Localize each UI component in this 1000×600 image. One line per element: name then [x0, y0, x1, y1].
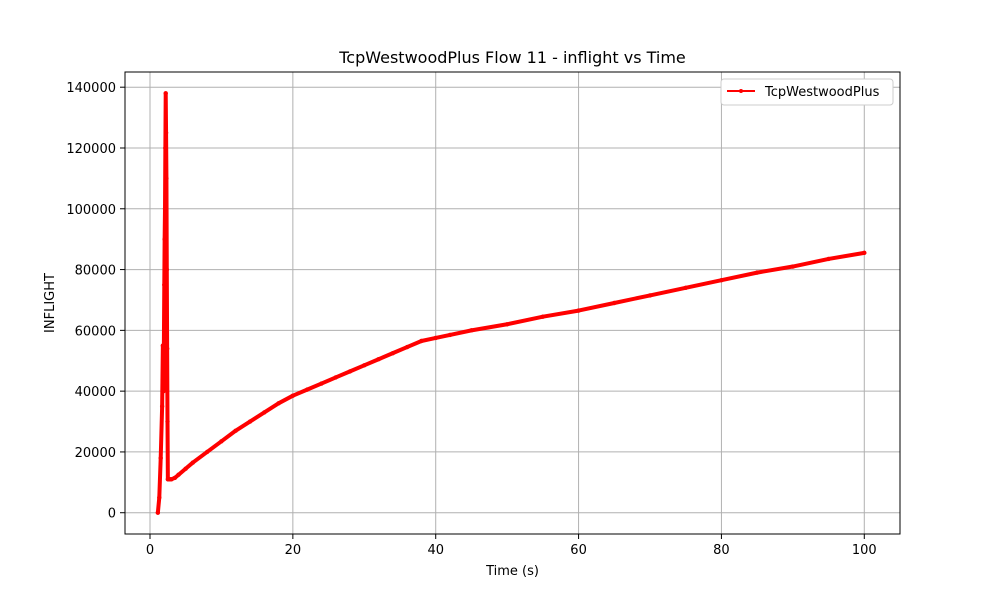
data-point [404, 344, 410, 350]
axes-frame [124, 71, 901, 535]
legend: TcpWestwoodPlus [720, 78, 894, 106]
data-point [469, 328, 474, 333]
data-point [163, 91, 168, 96]
x-tick-label: 0 [146, 543, 154, 558]
data-point [304, 387, 310, 392]
data-point [576, 308, 581, 313]
data-point [162, 206, 168, 211]
data-point [319, 381, 324, 386]
data-point [419, 338, 424, 344]
data-point [163, 130, 169, 135]
data-point [790, 264, 796, 269]
data-point [612, 300, 617, 306]
y-tick-label: 80000 [75, 264, 116, 279]
chart-title: TcpWestwoodPlus Flow 11 - inflight vs Ti… [338, 48, 686, 67]
data-point [719, 278, 724, 283]
data-point [204, 449, 210, 455]
data-point [826, 256, 831, 262]
data-point [683, 285, 688, 290]
data-point [164, 176, 169, 181]
data-point [161, 388, 166, 394]
data-point [262, 410, 267, 415]
data-point [504, 322, 510, 327]
y-tick-label: 140000 [66, 81, 116, 96]
series-layer [155, 91, 867, 515]
data-point [433, 335, 438, 341]
data-point [176, 472, 181, 477]
y-tick-label: 0 [108, 507, 116, 522]
data-point [376, 357, 381, 362]
data-point [159, 404, 165, 409]
y-tick-label: 20000 [75, 446, 116, 461]
data-point [247, 419, 253, 424]
data-point [390, 350, 396, 356]
ticks: 0 20 40 60 80 100 0 20000 40000 60000 80000 100000 1… [66, 81, 876, 558]
x-tick-label: 40 [427, 543, 444, 558]
x-tick-label: 20 [285, 543, 302, 558]
y-tick-label: 120000 [66, 142, 116, 157]
data-point [158, 455, 163, 461]
data-point [647, 293, 653, 298]
x-tick-label: 80 [713, 543, 730, 558]
x-tick-label: 60 [570, 543, 587, 558]
data-point [155, 510, 161, 515]
legend-box [720, 78, 894, 106]
data-point [163, 145, 168, 151]
data-point [362, 363, 367, 368]
data-point [162, 236, 167, 242]
x-tick-label: 100 [852, 543, 877, 558]
data-point [190, 460, 196, 465]
data-point [169, 477, 174, 482]
data-point [862, 250, 867, 256]
y-axis-label: INFLIGHT [43, 273, 58, 333]
y-tick-label: 100000 [66, 203, 116, 218]
data-point [754, 270, 760, 275]
data-point [164, 267, 169, 272]
data-point [276, 401, 281, 406]
data-point [233, 428, 238, 433]
data-point [162, 282, 167, 287]
legend-label: TcpWestwoodPlus [764, 85, 880, 100]
legend-marker-swatch [739, 89, 743, 93]
y-tick-label: 60000 [75, 324, 116, 339]
data-point [165, 419, 170, 424]
data-point [347, 369, 353, 374]
data-point [157, 495, 162, 500]
data-point [333, 375, 338, 380]
y-tick-label: 40000 [75, 385, 116, 400]
data-point [160, 343, 166, 348]
data-point [290, 393, 296, 398]
data-point [183, 466, 188, 471]
data-point [540, 314, 546, 319]
x-axis-label: Time (s) [485, 564, 539, 579]
data-point [219, 439, 224, 444]
data-point [164, 346, 170, 351]
data-point [172, 475, 178, 480]
data-point [447, 332, 453, 338]
